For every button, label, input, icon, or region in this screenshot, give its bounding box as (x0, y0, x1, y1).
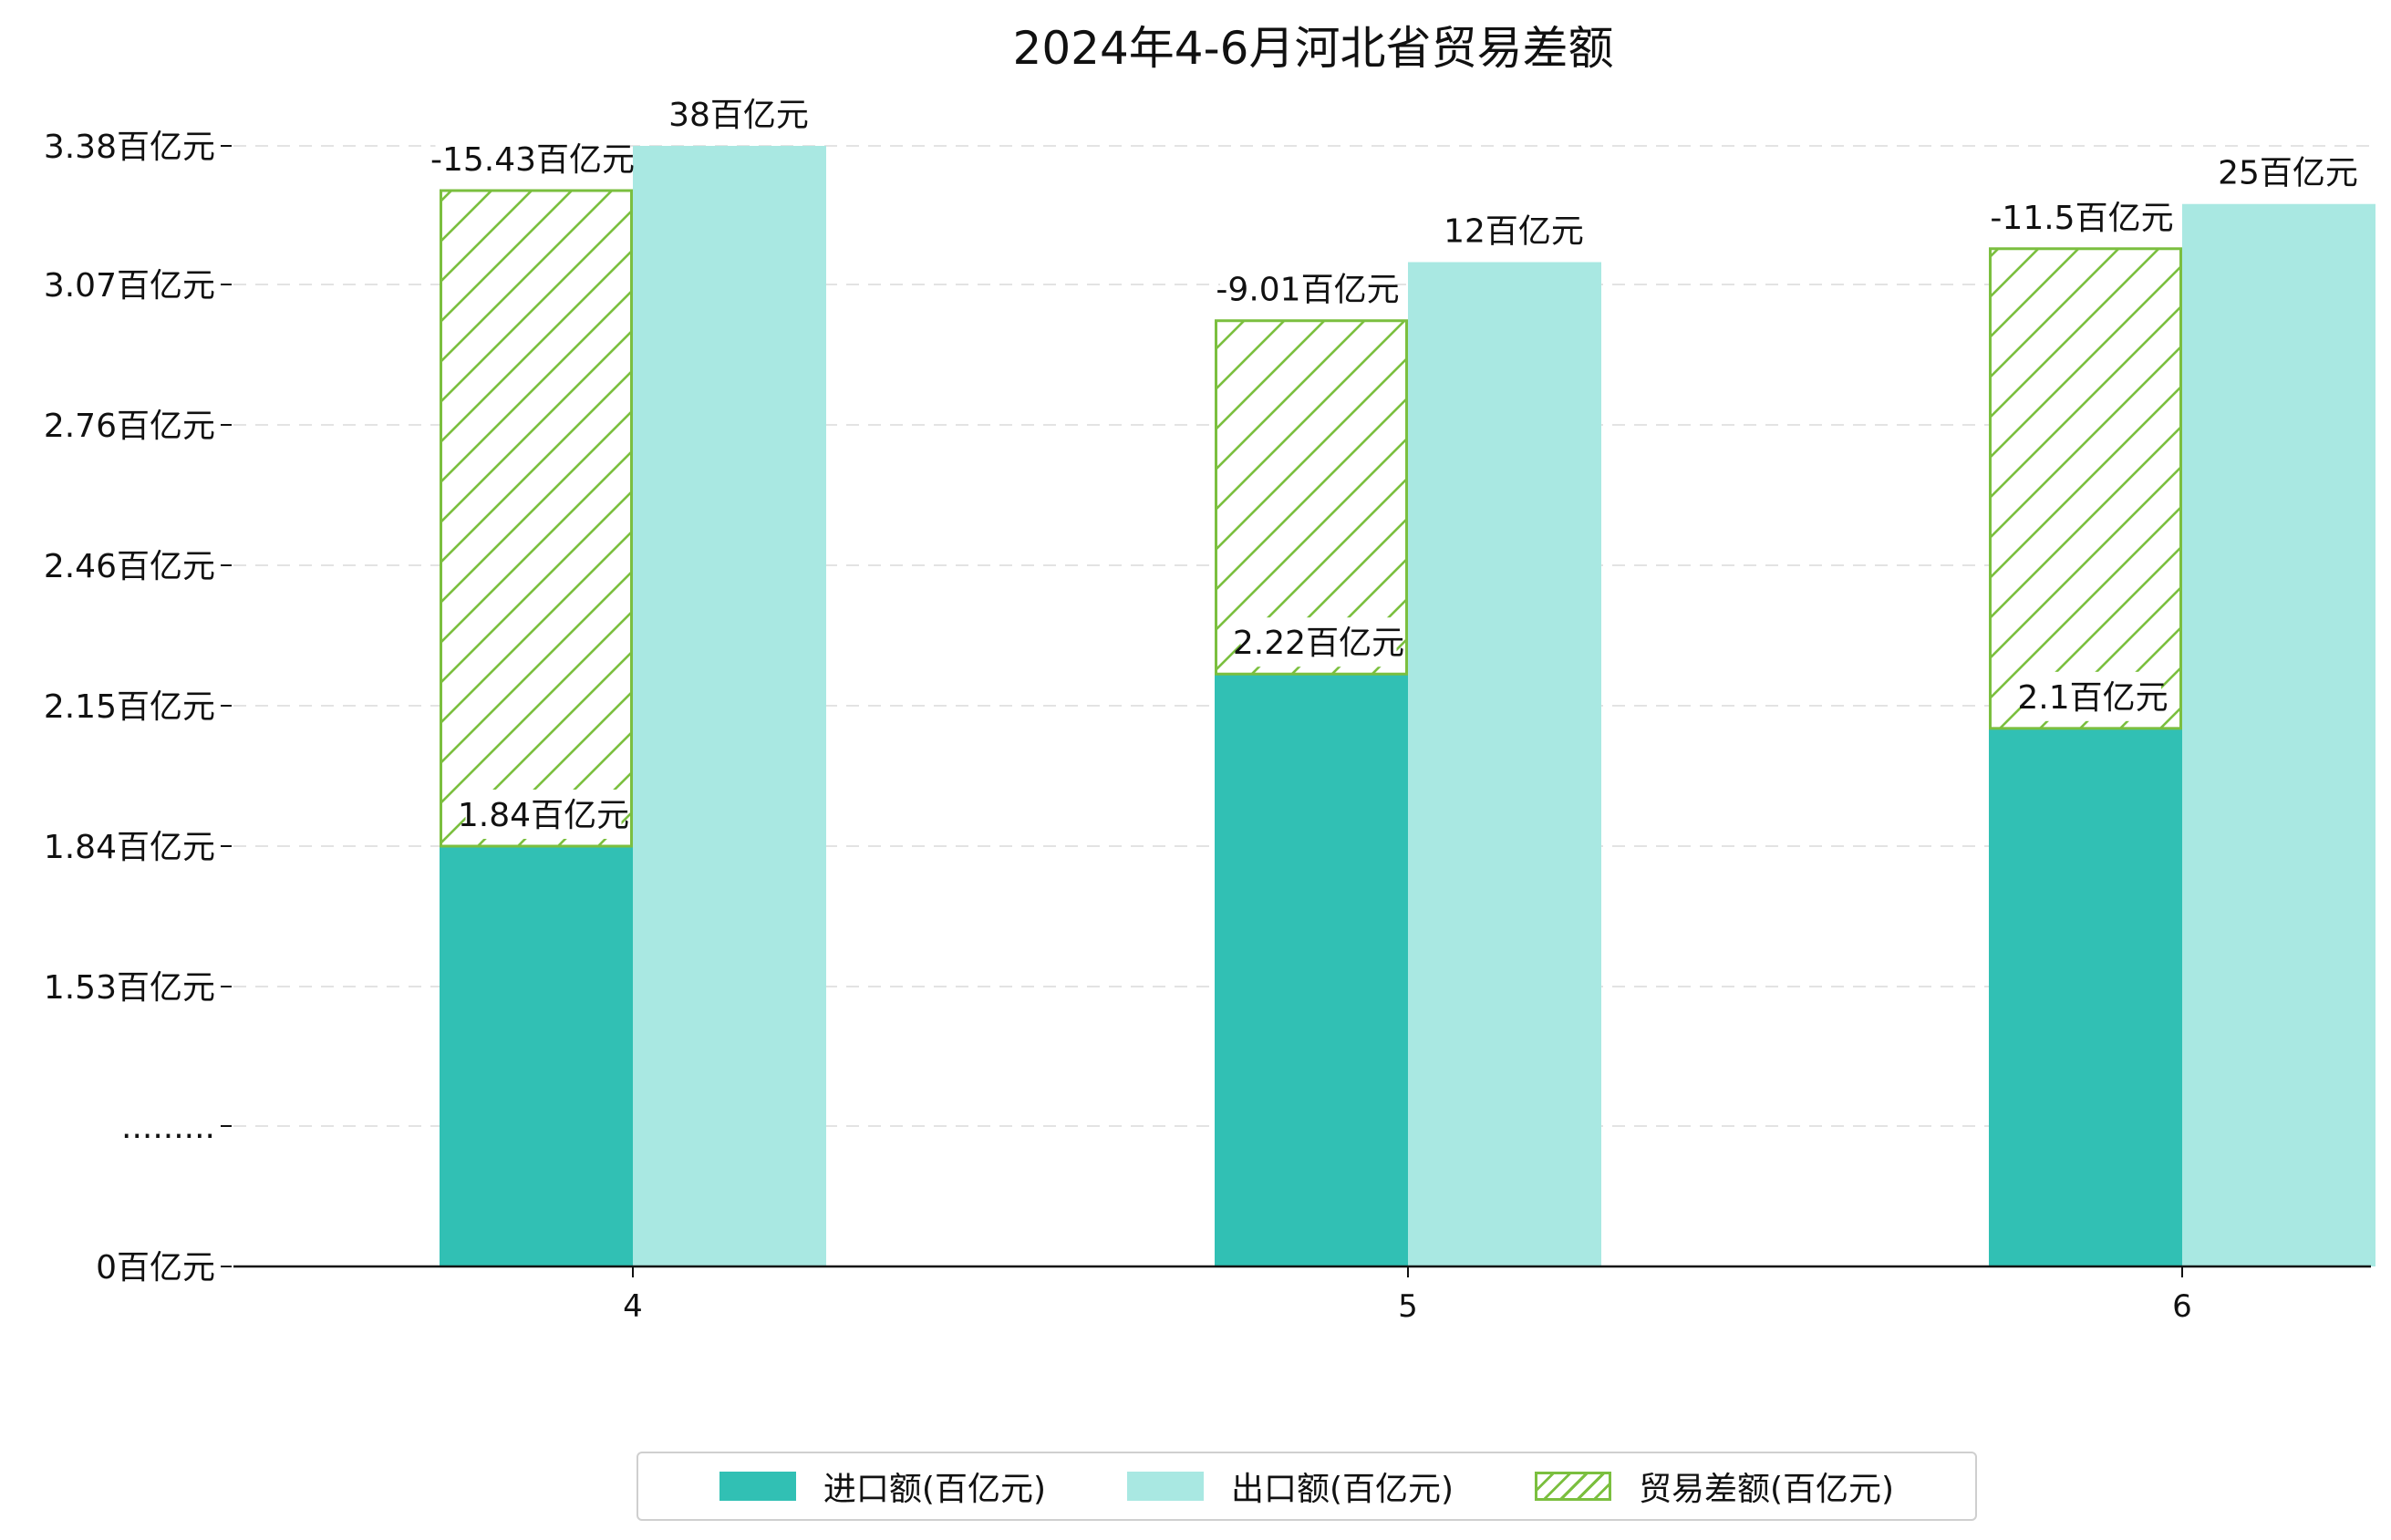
export-value-label-bg (679, 89, 798, 139)
legend-item-balance: 贸易差额(百亿元) (1534, 1462, 1895, 1510)
y-tick-label: 2.46百亿元 (44, 548, 215, 585)
balance-value-label: -15.43百亿元 (430, 141, 635, 179)
balance-value-label-bg (1220, 264, 1395, 314)
export-value-label: 25百亿元 (2218, 155, 2358, 192)
data-labels: 1.84百亿元 38百亿元 -15.43百亿元 2.22百亿元 12百亿元 -9.01百亿… (430, 89, 2358, 839)
import-bar (440, 846, 633, 1266)
y-tick-label: 2.15百亿元 (44, 688, 215, 726)
balance-value-label-bg (435, 134, 630, 184)
legend-item-export: 出口额(百亿元) (1126, 1462, 1454, 1510)
balance-bar (1215, 319, 1408, 676)
x-tick-label: 5 (1398, 1288, 1418, 1325)
export-value-label-bg (1454, 205, 1573, 255)
balance-bar (1989, 247, 2182, 730)
export-value-label: 12百亿元 (1444, 212, 1584, 250)
import-value-label-bg (465, 790, 622, 839)
import-value-label: 2.22百亿元 (1233, 625, 1404, 662)
export-value-label: 38百亿元 (668, 97, 809, 134)
export-value-label-bg (2229, 147, 2347, 197)
y-tick-label: 1.53百亿元 (44, 969, 215, 1007)
import-value-label: 2.1百亿元 (2017, 679, 2168, 717)
legend-swatch-import (719, 1472, 796, 1501)
export-bar (2182, 203, 2375, 1266)
balance-value-label: -9.01百亿元 (1216, 272, 1399, 309)
legend-label-export: 出口额(百亿元) (1230, 1471, 1454, 1508)
axes: 0百亿元......... 1.53百亿元 1.84百亿元 2.15百亿元 2.46百亿… (44, 129, 2371, 1325)
y-tick-label: 1.84百亿元 (44, 829, 215, 866)
y-tick-label: ......... (121, 1109, 215, 1146)
bars (440, 146, 2375, 1266)
chart-title: 2024年4-6月河北省贸易差额 (1013, 22, 1614, 75)
legend-swatch-balance (1534, 1472, 1611, 1501)
y-tick-label: 2.76百亿元 (44, 408, 215, 445)
legend-label-balance: 贸易差额(百亿元) (1638, 1471, 1895, 1508)
export-bar (1408, 262, 1601, 1266)
balance-value-label-bg (1994, 191, 2169, 242)
legend: 进口额(百亿元) 出口额(百亿元) 贸易差额(百亿元) (637, 1452, 1977, 1521)
y-tick-label: 3.38百亿元 (44, 129, 215, 166)
x-tick-label: 4 (623, 1288, 643, 1325)
legend-label-import: 进口额(百亿元) (823, 1471, 1047, 1508)
x-tick-label: 6 (2172, 1288, 2192, 1325)
legend-item-import: 进口额(百亿元) (719, 1462, 1046, 1510)
import-bar (1989, 728, 2182, 1266)
import-value-label-bg (1240, 617, 1397, 667)
import-value-label: 1.84百亿元 (458, 797, 629, 834)
balance-value-label: -11.5百亿元 (1990, 200, 2173, 237)
export-bar (633, 146, 826, 1266)
y-tick-label: 0百亿元 (96, 1249, 215, 1287)
y-tick-label: 3.07百亿元 (44, 267, 215, 305)
import-bar (1215, 674, 1408, 1266)
import-value-label-bg (2024, 671, 2161, 721)
balance-bar (440, 189, 633, 848)
legend-swatch-export (1126, 1472, 1204, 1501)
